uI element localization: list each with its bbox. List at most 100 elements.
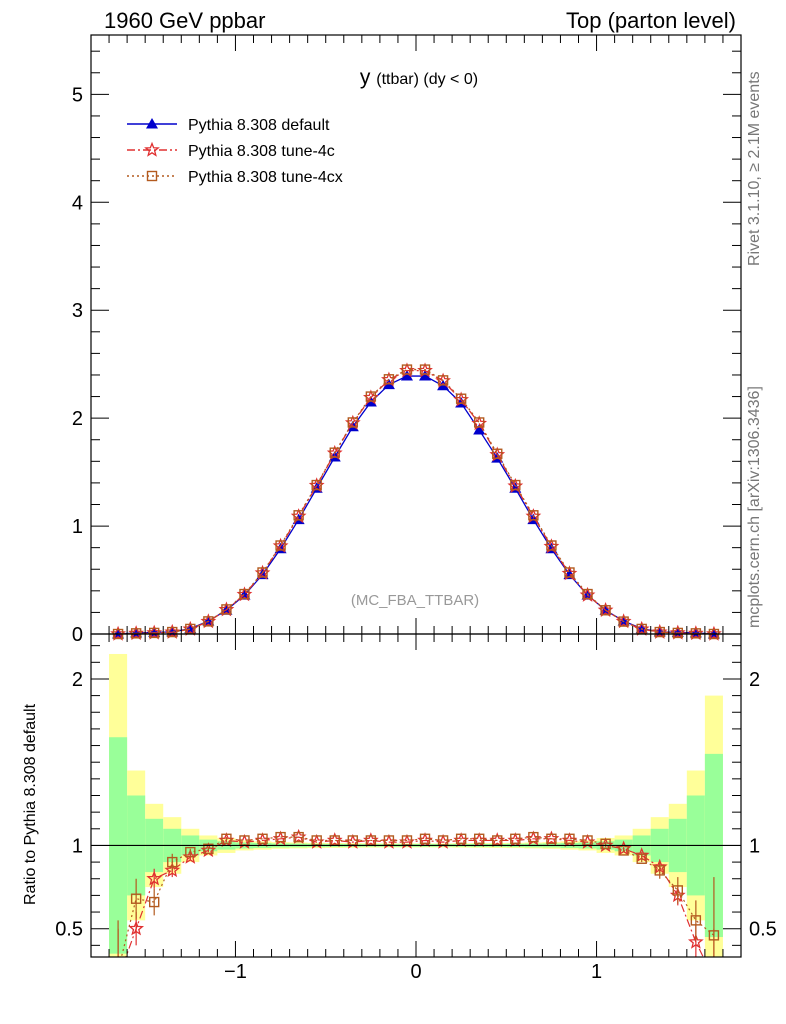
data-point [275, 831, 286, 843]
data-point [687, 933, 704, 949]
y-tick-label: 4 [72, 192, 83, 214]
y-tick-label-right: 1 [749, 835, 760, 857]
y-tick-label: 1 [72, 516, 83, 538]
data-point [400, 370, 413, 381]
data-point [528, 831, 539, 843]
ratio-bands [109, 653, 723, 957]
data-point [473, 833, 485, 844]
x-tick-label: −1 [224, 961, 247, 983]
ratio-panel-frame [90, 633, 742, 958]
data-point [148, 627, 160, 639]
data-point [130, 893, 142, 904]
data-point [167, 626, 178, 638]
data-point [690, 915, 702, 926]
data-point [672, 627, 684, 639]
data-point [510, 479, 521, 491]
legend-label: Pythia 8.308 default [188, 117, 330, 134]
data-point [473, 417, 485, 428]
data-point [564, 567, 575, 578]
y-tick-label: 2 [72, 408, 83, 430]
data-point [365, 391, 377, 402]
data-point [257, 567, 268, 578]
ratio-y-axis: 0.5 0.5 1 1 2 2 [55, 645, 777, 946]
data-point [347, 417, 359, 428]
data-point [146, 118, 158, 129]
legend: Pythia 8.308 default Pythia 8.308 tune-4c… [127, 117, 343, 186]
data-point [293, 831, 304, 843]
y-tick-label: 2 [72, 669, 83, 691]
data-point [546, 540, 557, 551]
data-point [311, 479, 322, 491]
series-line [118, 370, 714, 635]
data-point [546, 833, 557, 844]
legend-label: Pythia 8.308 tune-4c [188, 143, 335, 160]
data-point [672, 885, 684, 896]
data-point [221, 604, 232, 615]
data-point [221, 833, 232, 844]
y-tick-label: 5 [72, 84, 83, 106]
data-point [114, 966, 123, 975]
data-point [600, 838, 611, 849]
data-point [128, 920, 145, 936]
plot-title-selection: (ttbar) (dy < 0) [376, 71, 478, 88]
data-point [618, 616, 629, 627]
main-y-axis: 0 1 2 3 4 5 [72, 50, 741, 646]
data-point [582, 588, 593, 600]
legend-label: Pythia 8.308 tune-4cx [188, 169, 343, 186]
data-point [148, 896, 160, 908]
data-point [401, 364, 413, 375]
data-point [185, 846, 196, 858]
data-point [275, 540, 286, 551]
x-tick-label: 0 [410, 961, 421, 983]
y-tick-label: 0.5 [55, 919, 83, 941]
data-point [708, 930, 720, 941]
x-tick-label: 1 [591, 961, 602, 983]
data-point [492, 448, 503, 459]
data-point [636, 853, 647, 864]
data-point [167, 856, 178, 868]
data-point [654, 865, 665, 876]
data-point [419, 364, 431, 375]
data-point [112, 972, 124, 984]
data-point [708, 972, 720, 984]
data-point [293, 510, 304, 521]
x-axis-ticks: −1 0 1 [108, 35, 724, 983]
data-point [690, 628, 702, 639]
data-point [528, 510, 539, 521]
data-point [257, 833, 268, 844]
data-point [419, 370, 432, 381]
header-right-label: Top (parton level) [566, 8, 736, 33]
data-point [455, 833, 467, 844]
header-left-label: 1960 GeV ppbar [104, 8, 266, 33]
data-point [130, 628, 142, 639]
data-point [203, 843, 214, 854]
data-point [419, 833, 431, 844]
ratio-series [112, 828, 720, 984]
series-line [118, 368, 714, 635]
data-point [510, 833, 521, 844]
data-point [600, 605, 611, 616]
y-tick-label-right: 2 [749, 669, 760, 691]
data-point [564, 833, 575, 844]
y-tick-label: 3 [72, 300, 83, 322]
data-point [329, 447, 340, 458]
data-point [654, 626, 665, 638]
data-point [203, 616, 214, 627]
data-point [144, 141, 160, 157]
data-point [146, 170, 158, 182]
data-point [455, 393, 467, 404]
data-point [437, 375, 449, 386]
main-series [112, 364, 720, 640]
data-point [383, 374, 395, 385]
data-point [164, 862, 181, 878]
plot-title-variable: y [360, 66, 376, 89]
y-tick-label: 1 [72, 835, 83, 857]
ratio-series [114, 831, 720, 975]
plot-title: y (ttbar) (dy < 0) [360, 66, 478, 89]
data-point [146, 870, 163, 886]
analysis-watermark: (MC_FBA_TTBAR) [351, 592, 479, 609]
series-line [120, 836, 715, 957]
y-tick-label: 0 [72, 624, 83, 646]
data-point [473, 424, 486, 435]
y-tick-label-right: 0.5 [749, 919, 777, 941]
